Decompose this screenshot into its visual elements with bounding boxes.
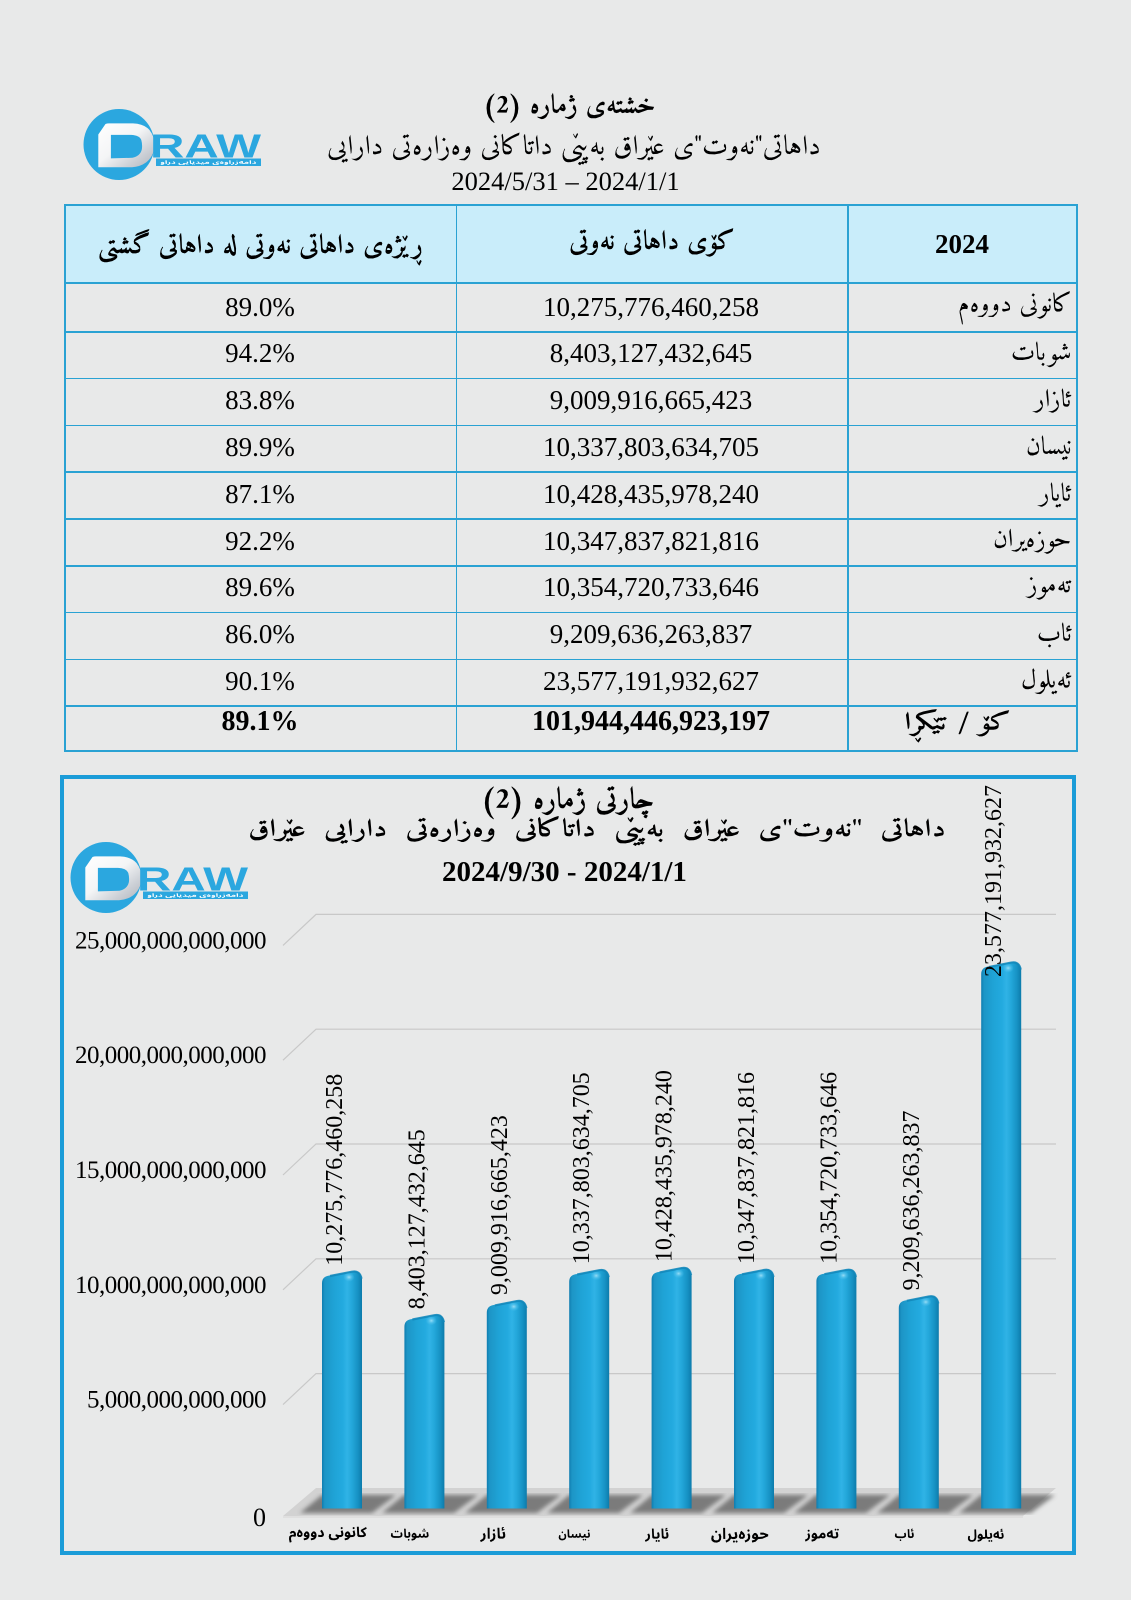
svg-text:10,275,776,460,258: 10,275,776,460,258 <box>322 1074 348 1266</box>
svg-text:0: 0 <box>253 1503 266 1532</box>
svg-text:10,337,803,634,705: 10,337,803,634,705 <box>569 1072 595 1264</box>
svg-text:10,000,000,000,000: 10,000,000,000,000 <box>75 1272 266 1299</box>
svg-text:20,000,000,000,000: 20,000,000,000,000 <box>75 1042 266 1069</box>
svg-text:10,354,720,733,646: 10,354,720,733,646 <box>816 1072 842 1264</box>
svg-text:25,000,000,000,000: 25,000,000,000,000 <box>75 927 266 954</box>
svg-text:9,009,916,665,423: 9,009,916,665,423 <box>487 1115 513 1295</box>
svg-text:10,428,435,978,240: 10,428,435,978,240 <box>652 1070 678 1262</box>
svg-text:23,577,191,932,627: 23,577,191,932,627 <box>981 785 1007 977</box>
svg-text:15,000,000,000,000: 15,000,000,000,000 <box>75 1157 266 1184</box>
svg-text:8,403,127,432,645: 8,403,127,432,645 <box>404 1129 430 1309</box>
svg-text:10,347,837,821,816: 10,347,837,821,816 <box>734 1072 760 1264</box>
svg-text:5,000,000,000,000: 5,000,000,000,000 <box>87 1387 266 1414</box>
svg-text:9,209,636,263,837: 9,209,636,263,837 <box>899 1111 925 1291</box>
